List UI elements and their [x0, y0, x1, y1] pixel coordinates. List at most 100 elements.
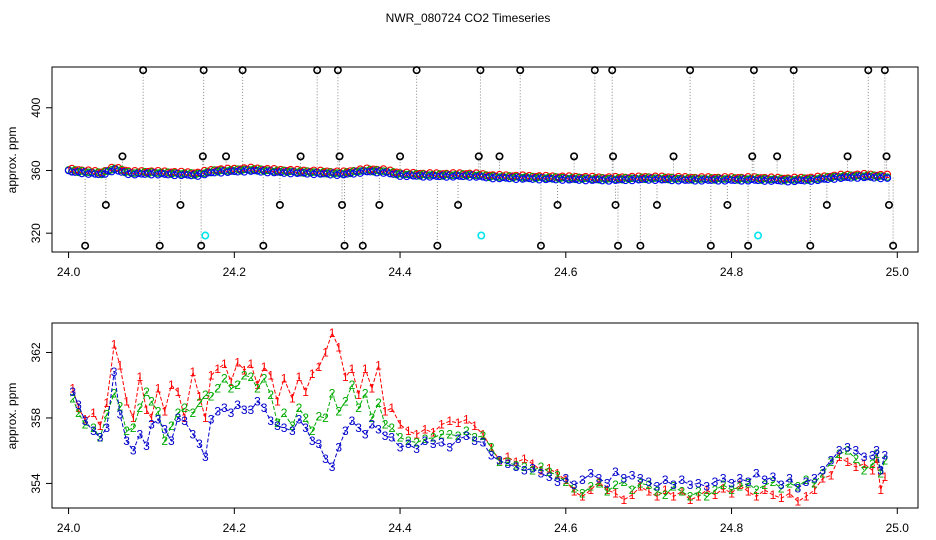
bottom-y-axis-label: approx. ppm — [5, 383, 19, 450]
bottom-series-3-marker: 3 — [369, 418, 376, 432]
top-panel: approx. ppm 24.0 24.2 24.4 24.6 24.8 25.0 320 3… — [5, 66, 919, 279]
bottom-series-1-marker: 1 — [579, 490, 586, 504]
bottom-y-tick-label: 354 — [29, 473, 43, 493]
top-spike-point — [155, 241, 164, 250]
bottom-series-3-marker: 3 — [103, 421, 110, 435]
bottom-series-1-marker: 1 — [309, 367, 316, 381]
bottom-series-1-marker: 1 — [234, 355, 241, 369]
bottom-series-2-marker: 2 — [504, 455, 511, 469]
bottom-series-2-marker: 2 — [596, 476, 603, 490]
bottom-series-2-marker: 2 — [629, 483, 636, 497]
bottom-series-2-marker: 2 — [355, 401, 362, 415]
bottom-series-2-marker: 2 — [745, 476, 752, 490]
top-spike-point — [553, 200, 562, 209]
top-spike-point — [611, 200, 620, 209]
bottom-series-1-marker: 1 — [612, 486, 619, 500]
bottom-series-1-marker: 1 — [281, 372, 288, 386]
bottom-series-3-marker: 3 — [753, 467, 760, 481]
bottom-series-3-marker: 3 — [228, 406, 235, 420]
bottom-series-3-marker: 3 — [529, 462, 536, 476]
bottom-series-3-marker: 3 — [562, 472, 569, 486]
bottom-series-1-marker: 1 — [248, 357, 255, 371]
top-series-point — [883, 170, 892, 179]
bottom-series-3-marker: 3 — [670, 478, 677, 492]
bottom-series-1-marker: 1 — [388, 401, 395, 415]
bottom-series-1-marker: 1 — [69, 381, 76, 395]
bottom-series-2-marker: 2 — [148, 395, 155, 409]
bottom-series-2-marker: 2 — [289, 419, 296, 433]
bottom-series-2-marker: 2 — [579, 486, 586, 500]
bottom-series-1-marker: 1 — [175, 385, 182, 399]
top-spike-point — [880, 66, 889, 75]
bottom-series-2-marker: 2 — [720, 478, 727, 492]
bottom-series-3-marker: 3 — [554, 475, 561, 489]
bottom-series-3-marker: 3 — [309, 434, 316, 448]
bottom-series-2-marker: 2 — [471, 431, 478, 445]
bottom-series-2-marker: 2 — [241, 368, 248, 382]
bottom-series-1-marker: 1 — [75, 401, 82, 415]
top-spike-point — [338, 200, 347, 209]
bottom-series-3-marker: 3 — [261, 401, 268, 415]
bottom-series-2-marker: 2 — [687, 490, 694, 504]
bottom-series-3-marker: 3 — [504, 457, 511, 471]
bottom-series-2-marker: 2 — [302, 411, 309, 425]
bottom-series-1-marker: 1 — [422, 422, 429, 436]
bottom-series-2-marker: 2 — [761, 478, 768, 492]
bottom-series-3-marker: 3 — [612, 465, 619, 479]
bottom-x-tick-label: 25.0 — [886, 521, 910, 535]
bottom-series-2-marker: 2 — [254, 381, 261, 395]
bottom-series-3-marker: 3 — [844, 440, 851, 454]
bottom-series-2-marker: 2 — [430, 431, 437, 445]
bottom-series-3-marker: 3 — [786, 472, 793, 486]
bottom-series-2-marker: 2 — [329, 386, 336, 400]
bottom-series-1-marker: 1 — [103, 396, 110, 410]
bottom-series-3-marker: 3 — [761, 473, 768, 487]
bottom-series-2-marker: 2 — [678, 485, 685, 499]
bottom-series-1-marker: 1 — [446, 414, 453, 428]
top-spike-point — [396, 152, 405, 161]
top-spike-point — [313, 66, 322, 75]
top-cyan-point — [754, 231, 763, 240]
bottom-series-2-marker: 2 — [281, 406, 288, 420]
bottom-series-3-marker: 3 — [161, 422, 168, 436]
bottom-series-2-marker: 2 — [261, 372, 268, 386]
bottom-series-line-2 — [72, 374, 886, 498]
bottom-series-3-marker: 3 — [82, 414, 89, 428]
bottom-series-3-marker: 3 — [234, 398, 241, 412]
bottom-series-2-marker: 2 — [853, 452, 860, 466]
top-spike-point — [222, 152, 231, 161]
top-spike-point — [789, 66, 798, 75]
bottom-series-1-marker: 1 — [413, 427, 420, 441]
top-spike-point — [296, 152, 305, 161]
bottom-series-2-marker: 2 — [554, 468, 561, 482]
bottom-series-3-marker: 3 — [587, 467, 594, 481]
bottom-series-2-marker: 2 — [168, 419, 175, 433]
bottom-series-2-marker: 2 — [803, 473, 810, 487]
bottom-series-3-marker: 3 — [413, 442, 420, 456]
bottom-series-3-marker: 3 — [241, 403, 248, 417]
bottom-series-3-marker: 3 — [703, 480, 710, 494]
bottom-series-3-marker: 3 — [221, 401, 228, 415]
bottom-series-3-marker: 3 — [316, 437, 323, 451]
bottom-series-1-marker: 1 — [362, 362, 369, 376]
bottom-series-3-marker: 3 — [811, 472, 818, 486]
bottom-series-3-marker: 3 — [538, 467, 545, 481]
bottom-series-1-marker: 1 — [302, 385, 309, 399]
bottom-series-2-marker: 2 — [181, 401, 188, 415]
bottom-series-2-marker: 2 — [316, 409, 323, 423]
bottom-series-3-marker: 3 — [480, 436, 487, 450]
top-spike-point — [101, 200, 110, 209]
bottom-series-3-marker: 3 — [175, 411, 182, 425]
bottom-series-1-marker: 1 — [190, 365, 197, 379]
top-x-tick-label: 25.0 — [886, 265, 910, 279]
bottom-series-3-marker: 3 — [620, 472, 627, 486]
bottom-series-2-marker: 2 — [546, 465, 553, 479]
bottom-series-1-marker: 1 — [455, 416, 462, 430]
bottom-x-tick-label: 24.6 — [554, 521, 578, 535]
bottom-series-1-marker: 1 — [254, 378, 261, 392]
bottom-series-2-marker: 2 — [161, 434, 168, 448]
bottom-series-3-marker: 3 — [388, 431, 395, 445]
top-spike-point — [198, 152, 207, 161]
bottom-series-3-marker: 3 — [877, 463, 884, 477]
bottom-series-2-marker: 2 — [342, 395, 349, 409]
